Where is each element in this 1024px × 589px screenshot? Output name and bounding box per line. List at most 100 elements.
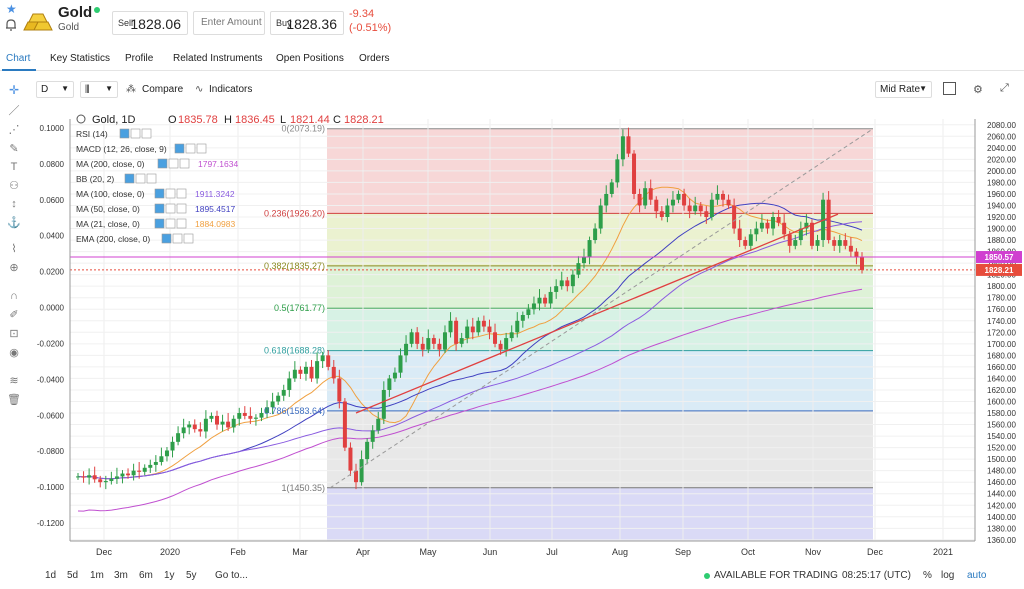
tab-open-positions[interactable]: Open Positions (276, 53, 344, 64)
chart-type-select[interactable]: ⫴ ▼ (80, 81, 118, 98)
compare-button[interactable]: Compare (142, 84, 184, 95)
bell-icon[interactable] (4, 18, 18, 32)
log-scale-toggle[interactable]: log (941, 570, 955, 581)
gear-icon[interactable]: ⚙ (973, 84, 983, 96)
price-chart[interactable]: 0(2073.19) 0.236(1926.20) 0.382(1835.27) 0.… (0, 105, 1024, 560)
layers-icon[interactable]: ≋ (9, 375, 19, 387)
fib-trend-line (329, 128, 874, 489)
period-1y[interactable]: 1y (164, 570, 175, 581)
settings-icon (154, 203, 165, 214)
drawing-tools: ／ ⋰ ✎ T ⚇ ↕ ⚓ ⌇ ⊕ ∩ ✐ ⊡ ◉ ≋ 🗑 (0, 80, 28, 420)
brush-icon[interactable]: ✎ (9, 143, 19, 155)
candle-body (487, 326, 492, 333)
candle-body (76, 476, 80, 478)
candle-body (281, 389, 286, 396)
indicator-label: MA (200, close, 0) (76, 159, 145, 169)
compare-icon[interactable]: ⁂ (126, 84, 136, 95)
anchor-icon[interactable]: ⚓ (7, 217, 21, 229)
percent-scale-toggle[interactable]: % (923, 570, 932, 581)
right-tick-label: 1840.00 (987, 259, 1016, 268)
candle-body (709, 199, 714, 218)
candle-body (754, 228, 759, 235)
buy-button[interactable]: Buy 1828.36 (270, 11, 344, 35)
candle-body (526, 309, 531, 316)
settings-icon (119, 128, 130, 139)
candle-body (248, 415, 253, 419)
candle-body (682, 193, 687, 206)
zoom-icon[interactable]: ⊕ (9, 262, 19, 274)
indicators-button[interactable]: Indicators (209, 84, 253, 95)
lock-icon[interactable]: ⊡ (9, 328, 19, 340)
auto-scale-toggle[interactable]: auto (967, 570, 987, 581)
active-tab-indicator (2, 69, 36, 71)
candle-body (787, 234, 792, 246)
tab-chart[interactable]: Chart (6, 53, 31, 64)
candle-body (159, 456, 164, 463)
candle-body (548, 291, 553, 304)
close-icon (176, 203, 187, 214)
candle-body (137, 470, 142, 472)
candle-body (370, 430, 375, 442)
text-icon[interactable]: T (10, 161, 18, 173)
left-tick-label: -0.0600 (37, 411, 65, 420)
expand-icon[interactable]: ⤢ (1000, 82, 1009, 94)
eye-icon (165, 203, 176, 214)
candle-body (131, 470, 136, 476)
left-tick-label: -0.0400 (37, 375, 65, 384)
crosshair-icon[interactable]: ✛ (9, 83, 20, 97)
tab-orders[interactable]: Orders (359, 53, 390, 64)
candle-body (804, 222, 809, 229)
sell-button[interactable]: Sell 1828.06 (112, 11, 188, 35)
ohlc-close-label: C (333, 114, 341, 126)
candle-body (615, 159, 620, 183)
tab-related-instruments[interactable]: Related Instruments (173, 53, 263, 64)
moving-average-lines (77, 186, 863, 512)
eye-icon (135, 173, 146, 184)
trash-icon[interactable]: 🗑 (7, 394, 21, 406)
candle-body (354, 470, 359, 483)
eye-icon[interactable]: ◉ (9, 347, 19, 359)
period-1m[interactable]: 1m (90, 570, 104, 581)
pattern-icon[interactable]: ⚇ (9, 180, 19, 192)
candle-body (481, 320, 486, 327)
pencil-lock-icon[interactable]: ✐ (9, 309, 19, 321)
ohlc-open: 1835.78 (178, 114, 218, 126)
period-1d[interactable]: 1d (45, 570, 57, 581)
amount-input[interactable]: Enter Amount (193, 11, 265, 35)
magnet-icon[interactable]: ∩ (10, 290, 18, 302)
buy-label: Buy (276, 18, 292, 28)
candle-body (782, 222, 787, 235)
interval-select[interactable]: D ▼ (36, 81, 74, 98)
x-tick-label: May (419, 547, 437, 557)
period-5y[interactable]: 5y (186, 570, 197, 581)
period-3m[interactable]: 3m (114, 570, 128, 581)
trend-line-icon[interactable]: ／ (8, 105, 20, 117)
left-tick-label: 0.0600 (40, 196, 65, 205)
trading-status: AVAILABLE FOR TRADING (714, 570, 838, 581)
fork-icon[interactable]: ⋰ (8, 124, 20, 136)
right-tick-label: 2080.00 (987, 121, 1016, 130)
candle-body (320, 355, 325, 362)
ohlc-high: 1836.45 (235, 114, 275, 126)
indicator-value: 1884.0983 (195, 219, 235, 229)
period-5d[interactable]: 5d (67, 570, 79, 581)
candle-body (815, 240, 820, 246)
indicator-value: 1911.3242 (195, 189, 235, 199)
close-icon (176, 188, 187, 199)
ohlc-symbol: Gold, 1D (92, 114, 135, 126)
star-icon[interactable]: ★ (6, 2, 17, 16)
right-tick-label: 1940.00 (987, 201, 1016, 210)
tab-key-statistics[interactable]: Key Statistics (50, 53, 111, 64)
candle-body (442, 332, 447, 350)
fullscreen-box-icon[interactable] (943, 82, 956, 95)
candle-body (659, 211, 664, 218)
ruler-icon[interactable]: ⌇ (11, 243, 17, 255)
price-type-select[interactable]: Mid Rate ▼ (875, 81, 932, 98)
tab-profile[interactable]: Profile (125, 53, 154, 64)
measure-icon[interactable]: ↕ (11, 198, 17, 210)
indicator-label: MA (50, close, 0) (76, 204, 140, 214)
goto-date-button[interactable]: Go to... (215, 570, 248, 581)
candle-body (387, 378, 392, 390)
indicators-icon[interactable]: ∿ (195, 84, 204, 95)
period-6m[interactable]: 6m (139, 570, 153, 581)
